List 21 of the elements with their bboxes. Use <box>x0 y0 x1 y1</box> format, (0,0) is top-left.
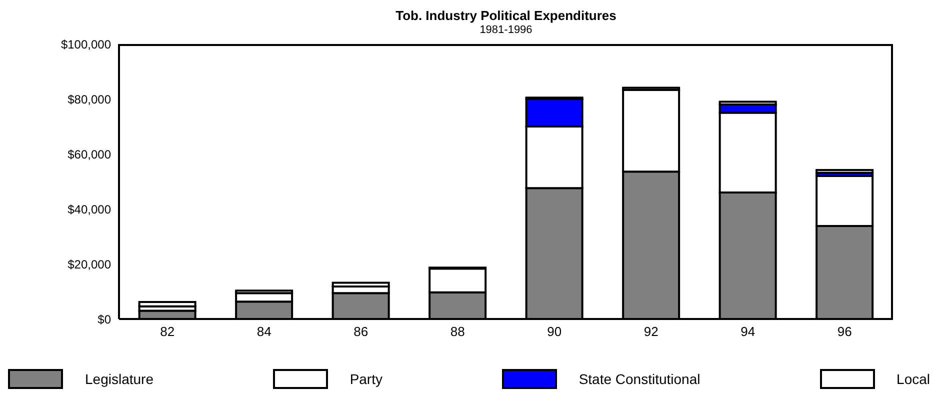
x-tick-label: 88 <box>450 324 465 340</box>
chart-title: Tob. Industry Political Expenditures <box>394 8 618 24</box>
x-tick-label: 90 <box>547 324 562 340</box>
legend-label: Local <box>896 371 930 387</box>
x-tick-label: 96 <box>837 324 852 340</box>
x-tick-label: 82 <box>160 324 175 340</box>
legend-label: Party <box>350 371 382 387</box>
legend-label: Legislature <box>85 371 154 387</box>
x-tick-label: 86 <box>354 324 368 340</box>
legend-label: State Constitutional <box>578 371 700 387</box>
y-tick-label: $40,000 <box>68 202 112 216</box>
x-tick-label: 84 <box>256 324 272 340</box>
x-tick-label: 94 <box>740 324 756 340</box>
y-tick-label: $60,000 <box>68 147 112 162</box>
y-tick-label: $0 <box>98 312 112 326</box>
bar <box>816 168 874 174</box>
y-tick-label: $100,000 <box>60 37 112 52</box>
chart-subtitle: 1981-1996 <box>478 24 534 37</box>
y-tick-label: $80,000 <box>68 92 112 106</box>
y-tick-label: $20,000 <box>68 257 112 272</box>
x-tick-label: 92 <box>644 324 658 340</box>
